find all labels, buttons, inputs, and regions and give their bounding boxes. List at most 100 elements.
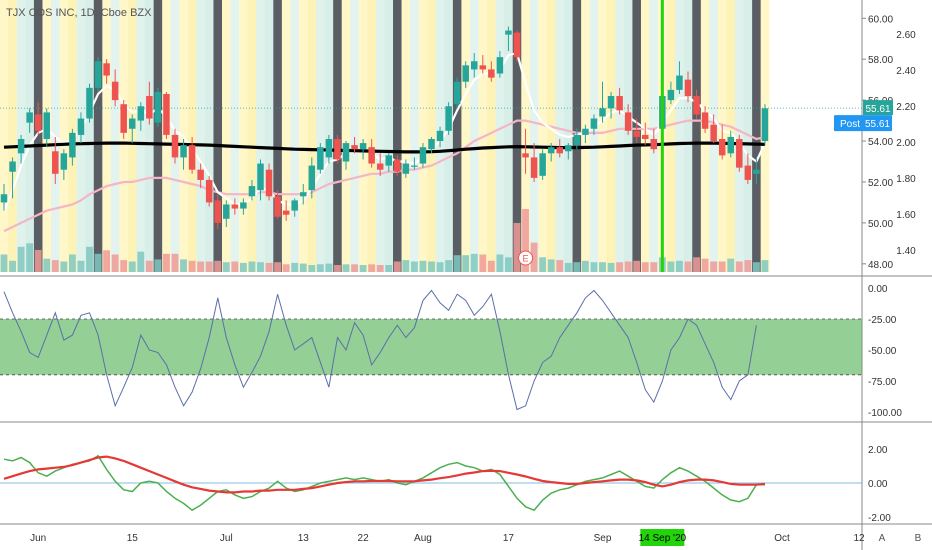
candle-body[interactable]: [402, 163, 410, 174]
candle-body[interactable]: [624, 112, 632, 131]
candle-body[interactable]: [171, 134, 179, 158]
candle-body[interactable]: [744, 165, 752, 180]
candle-body[interactable]: [188, 145, 196, 170]
candle-body[interactable]: [205, 179, 213, 203]
candle-body[interactable]: [522, 153, 529, 158]
candle-body[interactable]: [248, 186, 256, 197]
candle-body[interactable]: [453, 81, 461, 105]
candle-body[interactable]: [676, 75, 683, 90]
candle-body[interactable]: [334, 139, 341, 160]
candle-body[interactable]: [146, 96, 153, 119]
candle-body[interactable]: [274, 196, 281, 217]
candle-body[interactable]: [231, 204, 239, 209]
candle-body[interactable]: [257, 163, 264, 191]
candle-body[interactable]: [419, 147, 427, 164]
candle-body[interactable]: [530, 157, 538, 178]
candle-body[interactable]: [129, 118, 136, 129]
candle-body[interactable]: [496, 57, 504, 74]
candle-body[interactable]: [573, 134, 581, 146]
candle-body[interactable]: [616, 96, 623, 111]
candle-body[interactable]: [633, 130, 640, 137]
candle-body[interactable]: [69, 132, 76, 158]
auto-scale-button[interactable]: A: [879, 533, 886, 544]
candle-body[interactable]: [599, 108, 606, 117]
candle-body[interactable]: [376, 163, 384, 170]
candle-body[interactable]: [34, 114, 42, 131]
candle-body[interactable]: [317, 147, 324, 170]
candle-body[interactable]: [710, 124, 717, 142]
candle-body[interactable]: [650, 139, 658, 150]
candle-body[interactable]: [445, 106, 452, 131]
candle-body[interactable]: [17, 139, 25, 154]
candle-body[interactable]: [736, 139, 743, 168]
candle-body[interactable]: [94, 61, 102, 88]
candle-body[interactable]: [607, 96, 615, 109]
candle-body[interactable]: [282, 210, 290, 215]
bg-band: [290, 0, 300, 272]
candle-body[interactable]: [590, 118, 598, 129]
candle-body[interactable]: [513, 32, 521, 58]
candle-body[interactable]: [300, 192, 307, 197]
candle-body[interactable]: [342, 143, 350, 162]
candle-body[interactable]: [120, 104, 127, 133]
candle-body[interactable]: [214, 200, 221, 223]
candle-body[interactable]: [428, 139, 435, 150]
candle-body[interactable]: [436, 130, 444, 142]
candle-body[interactable]: [308, 165, 316, 191]
candle-body[interactable]: [693, 96, 700, 115]
log-scale-button[interactable]: B: [915, 533, 922, 544]
stoch-axis-label: 0.00: [868, 284, 888, 295]
candle-body[interactable]: [642, 134, 649, 139]
candle-body[interactable]: [137, 106, 145, 121]
candle-body[interactable]: [26, 112, 33, 123]
bg-band: [273, 0, 283, 272]
candle-body[interactable]: [394, 159, 401, 172]
candle-body[interactable]: [582, 128, 589, 135]
candle-body[interactable]: [385, 155, 392, 166]
candle-body[interactable]: [505, 30, 512, 35]
candle-body[interactable]: [325, 139, 333, 158]
candle-body[interactable]: [727, 136, 734, 154]
candle-body[interactable]: [103, 63, 110, 76]
candlesticks[interactable]: [0, 26, 769, 230]
candle-body[interactable]: [411, 165, 418, 167]
candle-body[interactable]: [753, 169, 760, 174]
candle-body[interactable]: [163, 93, 170, 135]
candle-body[interactable]: [86, 87, 93, 119]
candle-body[interactable]: [223, 204, 230, 219]
candle-body[interactable]: [761, 108, 769, 142]
candle-body[interactable]: [488, 69, 495, 78]
candle-body[interactable]: [539, 153, 546, 176]
candle-body[interactable]: [154, 91, 162, 123]
candle-body[interactable]: [0, 194, 8, 203]
candle-body[interactable]: [359, 143, 367, 150]
volume-bar: [564, 262, 572, 272]
candle-body[interactable]: [265, 169, 273, 197]
candle-body[interactable]: [291, 200, 298, 211]
candle-body[interactable]: [77, 118, 85, 135]
candle-body[interactable]: [197, 169, 204, 180]
candle-body[interactable]: [52, 151, 59, 174]
candle-body[interactable]: [43, 112, 50, 139]
candle-body[interactable]: [462, 65, 469, 82]
candle-body[interactable]: [684, 79, 692, 97]
earnings-marker[interactable]: [518, 250, 534, 266]
candle-body[interactable]: [718, 139, 726, 156]
candle-body[interactable]: [180, 145, 187, 158]
candle-body[interactable]: [547, 147, 555, 154]
candle-body[interactable]: [667, 89, 675, 101]
candle-body[interactable]: [60, 153, 68, 170]
candle-body[interactable]: [701, 112, 709, 129]
candle-body[interactable]: [471, 61, 478, 70]
bg-band: [358, 0, 368, 272]
candle-body[interactable]: [479, 65, 487, 70]
candle-body[interactable]: [556, 147, 563, 154]
candle-body[interactable]: [565, 145, 572, 152]
candle-body[interactable]: [111, 81, 119, 101]
candle-body[interactable]: [9, 161, 16, 172]
candle-body[interactable]: [351, 145, 358, 150]
volume-bar: [522, 209, 529, 272]
candle-body[interactable]: [240, 202, 247, 209]
candle-body[interactable]: [368, 147, 375, 164]
